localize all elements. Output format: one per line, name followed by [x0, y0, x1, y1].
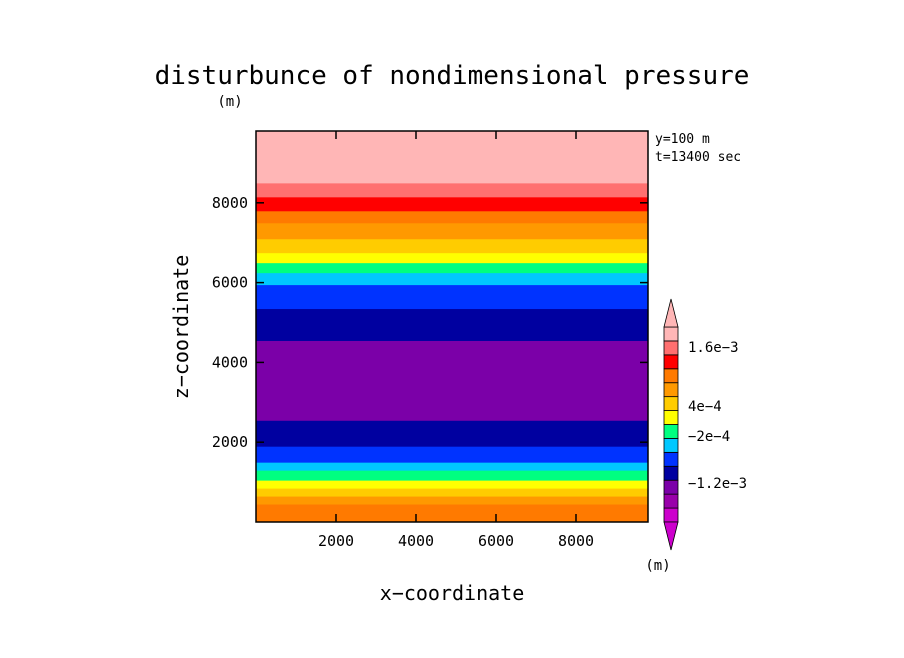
colorbar-arrow-bottom	[663, 521, 679, 551]
colorbar-swatch	[663, 493, 679, 509]
colorbar-swatch	[663, 507, 679, 523]
contour-band	[256, 480, 648, 489]
colorbar-label-2: 4e−4	[688, 399, 722, 415]
x-axis-title: x−coordinate	[380, 581, 525, 605]
colorbar-swatch	[663, 326, 679, 342]
y-axis-title: z−coordinate	[169, 255, 193, 400]
contour-band	[256, 496, 648, 505]
y-tick-label: 2000	[212, 433, 248, 451]
contour-band	[256, 182, 648, 198]
contour-band	[256, 446, 648, 463]
colorbar-swatch	[663, 382, 679, 398]
contour-band	[256, 340, 648, 421]
colorbar-label-1: 1.6e−3	[688, 340, 739, 356]
contour-band	[256, 196, 648, 212]
y-tick-label: 6000	[212, 274, 248, 292]
colorbar-swatch	[663, 410, 679, 425]
contour-band	[256, 262, 648, 274]
colorbar-swatch	[663, 438, 679, 453]
x-tick-label: 8000	[558, 532, 594, 550]
contour-band	[256, 238, 648, 254]
annotation-y: y=100 m	[655, 132, 710, 147]
colorbar-swatch	[663, 479, 679, 495]
x-axis-ticks: 2000 4000 6000 8000	[318, 131, 594, 550]
annotation-t: t=13400 sec	[655, 150, 741, 165]
x-tick-label: 4000	[398, 532, 434, 550]
colorbar-swatch	[663, 396, 679, 411]
colorbar	[663, 298, 679, 551]
x-tick-label: 6000	[478, 532, 514, 550]
colorbar-swatch	[663, 340, 679, 356]
colorbar-swatch	[663, 465, 679, 481]
contour-band	[256, 272, 648, 286]
colorbar-label-4: −1.2e−3	[688, 476, 747, 492]
colorbar-arrow-top	[663, 298, 679, 328]
contour-band	[256, 462, 648, 471]
contour-band	[256, 470, 648, 481]
contour-band	[256, 284, 648, 310]
colorbar-swatch	[663, 368, 679, 384]
contour-bands	[256, 131, 648, 523]
contour-band	[256, 210, 648, 224]
y-tick-label: 8000	[212, 194, 248, 212]
contour-band	[256, 488, 648, 497]
contour-band	[256, 514, 648, 523]
colorbar-label-3: −2e−4	[688, 429, 730, 445]
plot-frame	[255, 130, 649, 523]
colorbar-swatch	[663, 424, 679, 439]
contour-band	[256, 308, 648, 341]
contour-band	[256, 222, 648, 240]
colorbar-unit: (m)	[645, 558, 670, 574]
contour-band	[256, 420, 648, 447]
y-axis-ticks: 2000 4000 6000 8000	[212, 194, 648, 451]
chart-title: disturbunce of nondimensional pressure	[155, 61, 750, 91]
contour-band	[256, 252, 648, 264]
contour-band	[256, 131, 648, 184]
colorbar-swatch	[663, 451, 679, 467]
y-axis-unit: (m)	[217, 94, 242, 110]
y-tick-label: 4000	[212, 353, 248, 371]
x-tick-label: 2000	[318, 532, 354, 550]
colorbar-swatch	[663, 354, 679, 370]
contour-band	[256, 504, 648, 515]
